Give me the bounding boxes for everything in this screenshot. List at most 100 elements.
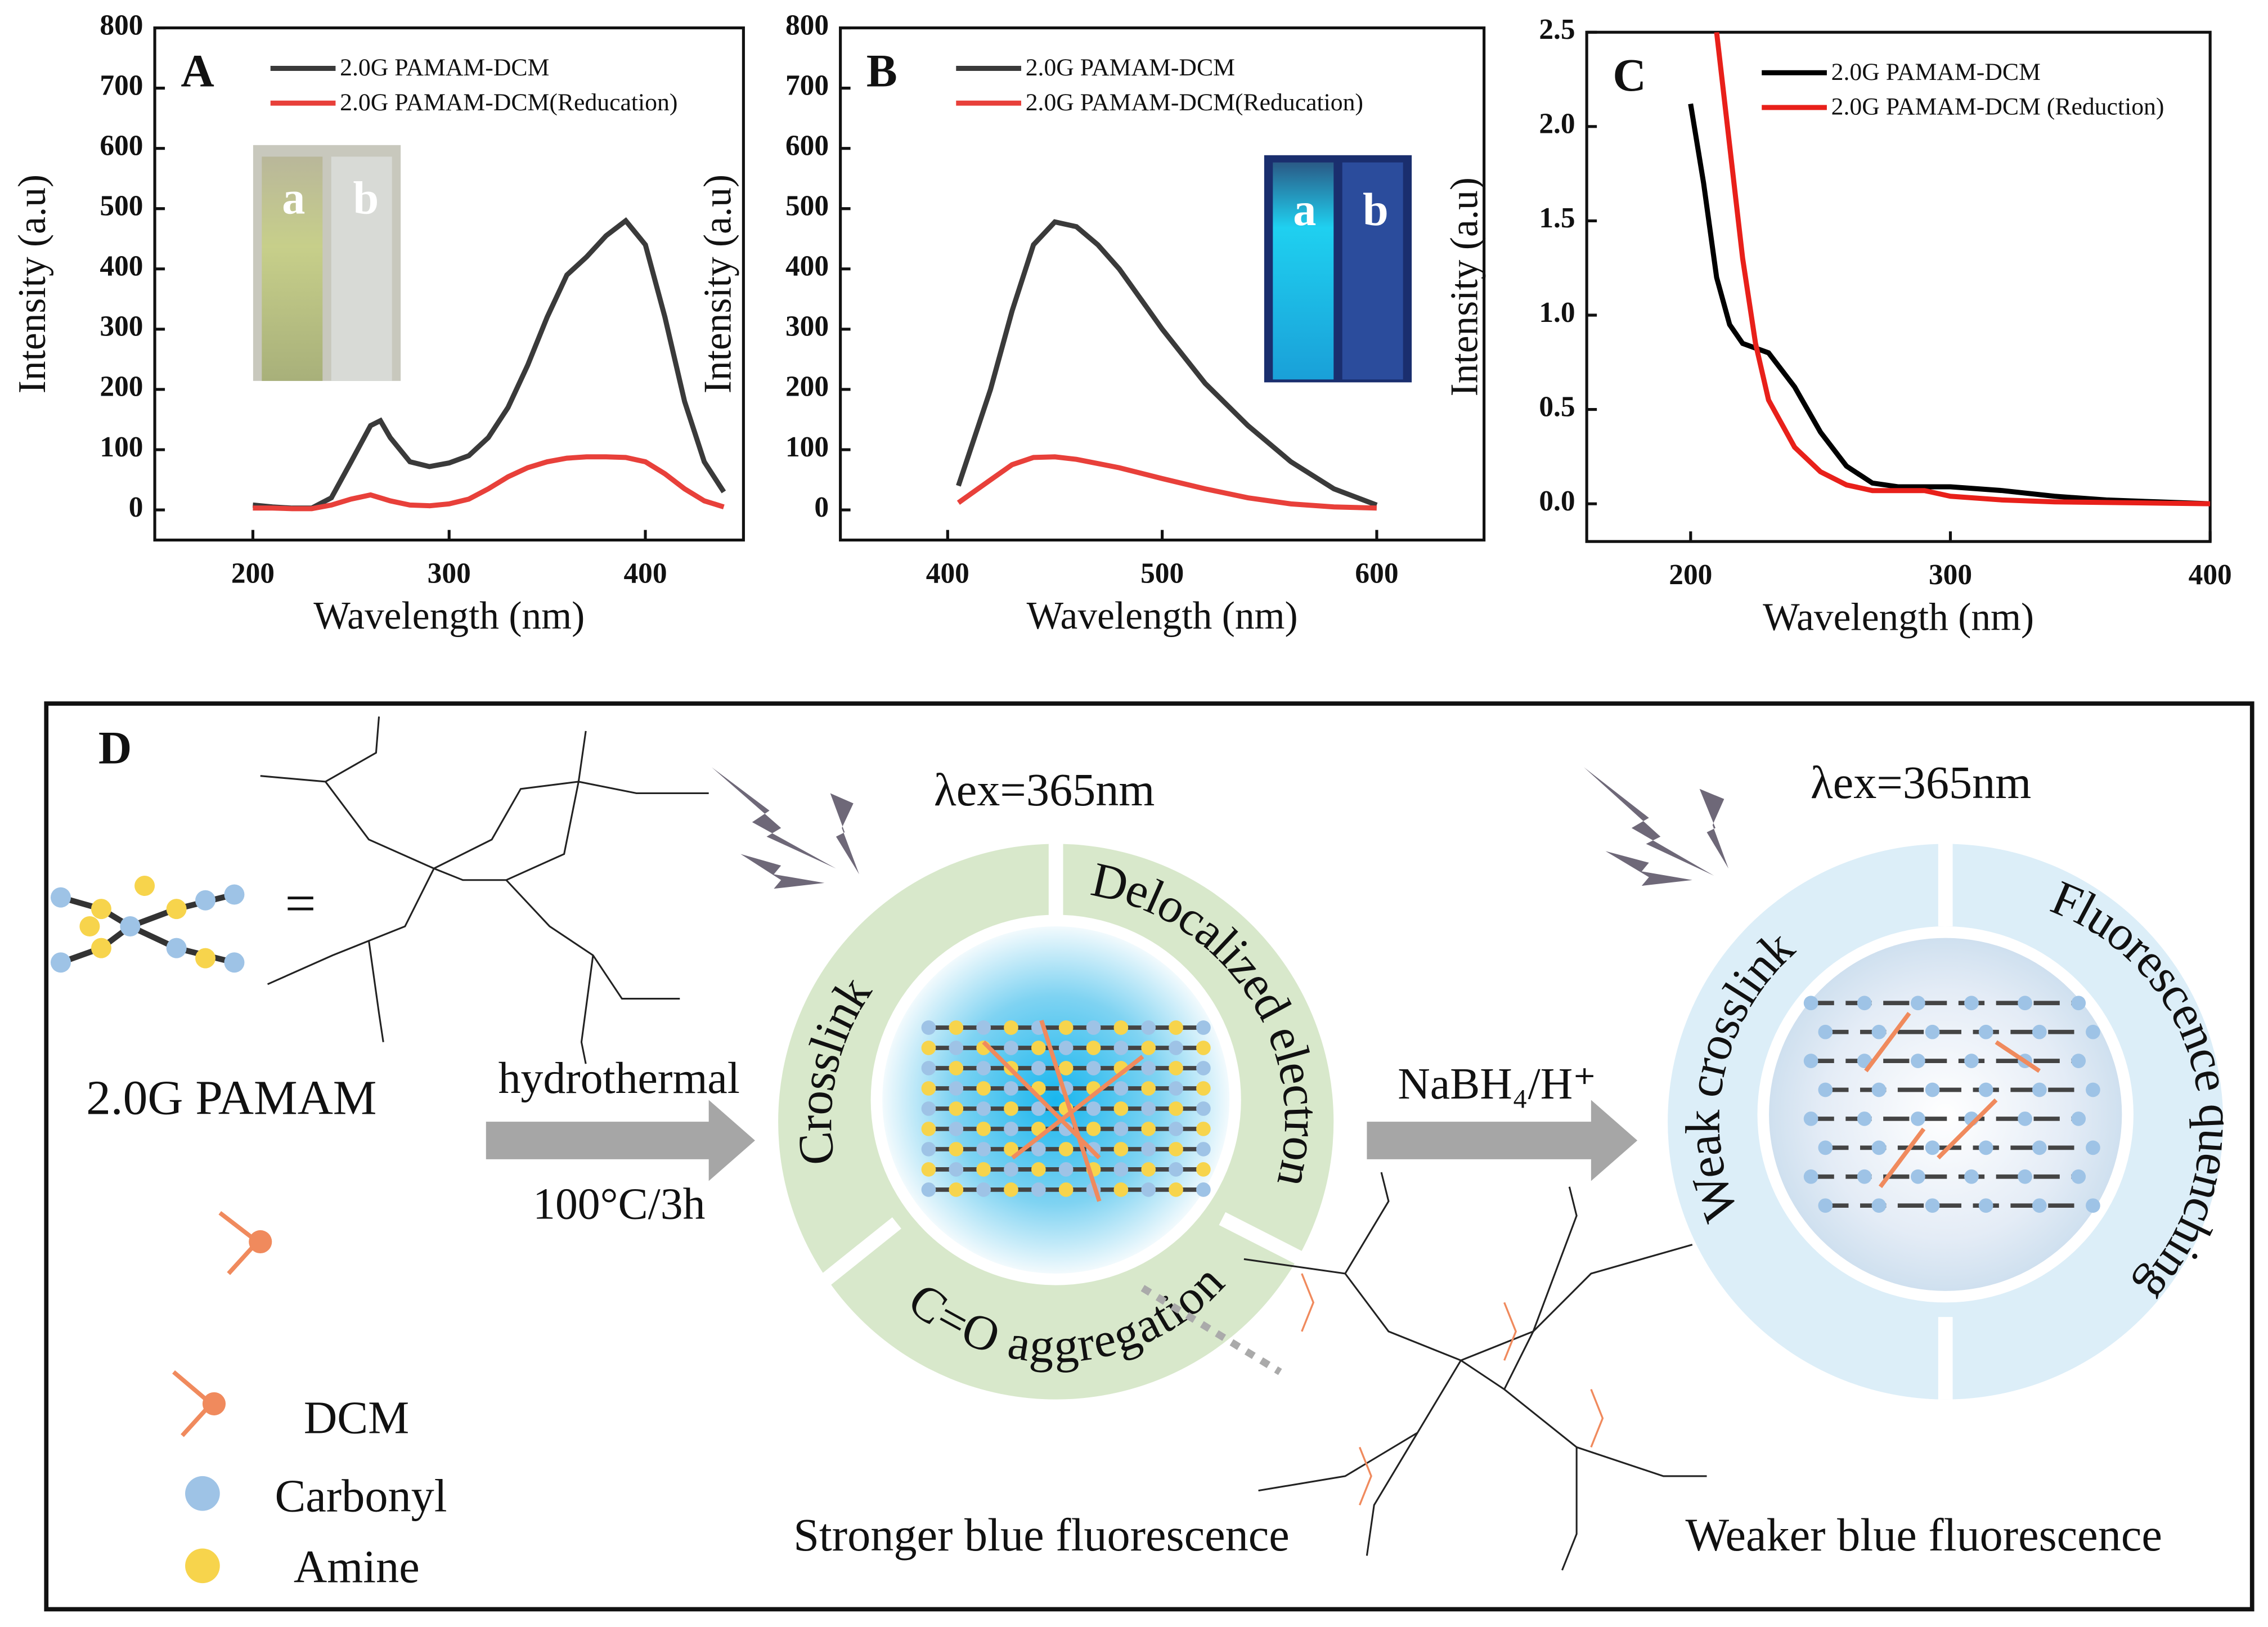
dot bbox=[1086, 1020, 1101, 1035]
particle-dots bbox=[1803, 996, 2100, 1213]
dot bbox=[1058, 1041, 1074, 1055]
dot bbox=[1058, 1142, 1074, 1157]
dot bbox=[1871, 1198, 1887, 1213]
charts: 200 300 400 0 100 200 300 400 500 600 700 800 Wavele… bbox=[11, 9, 2232, 639]
molecule bbox=[1243, 1172, 1707, 1571]
dot bbox=[50, 887, 71, 908]
y-tick-label: 300 bbox=[785, 311, 829, 343]
dot bbox=[1058, 1020, 1074, 1035]
dot bbox=[949, 1020, 964, 1035]
y-tick-label: 100 bbox=[100, 431, 143, 463]
dot bbox=[1911, 996, 1925, 1011]
dot bbox=[1031, 1041, 1046, 1055]
ring-gap bbox=[1219, 1212, 1305, 1266]
x-tick-label: 300 bbox=[428, 558, 471, 590]
result-label: Stronger blue fluorescence bbox=[793, 1509, 1290, 1561]
inset-label: b bbox=[1363, 184, 1389, 235]
dot bbox=[976, 1101, 991, 1116]
x-axis-label: Wavelength (nm) bbox=[313, 594, 585, 638]
lightning bbox=[711, 767, 836, 869]
dot bbox=[1964, 996, 1979, 1011]
dot bbox=[1911, 1111, 1925, 1126]
x-tick-label: 200 bbox=[231, 558, 275, 590]
dot bbox=[2032, 1140, 2047, 1155]
dot bbox=[1196, 1101, 1211, 1116]
x-tick-label: 200 bbox=[1669, 559, 1712, 591]
dot bbox=[1196, 1020, 1211, 1035]
dot bbox=[1857, 1169, 1872, 1184]
dot bbox=[1031, 1182, 1046, 1197]
dot bbox=[1004, 1041, 1018, 1055]
y-axis-label: Intensity (a.u) bbox=[11, 174, 54, 393]
dot bbox=[1925, 1198, 1940, 1213]
link bbox=[1995, 1040, 2041, 1073]
lightning bbox=[740, 854, 825, 889]
y-axis-label: Intensity (a.u) bbox=[697, 174, 740, 393]
y-tick-label: 1.5 bbox=[1539, 202, 1575, 234]
molecule-links bbox=[1301, 1273, 1604, 1505]
dot bbox=[1004, 1081, 1018, 1096]
dot bbox=[1031, 1061, 1046, 1075]
dot bbox=[1031, 1162, 1046, 1177]
dot bbox=[1141, 1041, 1156, 1055]
inset-label: a bbox=[282, 173, 305, 224]
dot bbox=[1004, 1182, 1018, 1197]
dot bbox=[2071, 996, 2086, 1011]
dot bbox=[166, 938, 187, 958]
dot bbox=[1169, 1162, 1183, 1177]
dot bbox=[1141, 1162, 1156, 1177]
dot bbox=[976, 1162, 991, 1177]
x-tick-label: 400 bbox=[2189, 559, 2232, 591]
arrow bbox=[486, 1100, 755, 1181]
link bbox=[1864, 1011, 1911, 1073]
dot bbox=[195, 890, 216, 911]
panel-letter: C bbox=[1613, 50, 1646, 101]
dot bbox=[1978, 1198, 1993, 1213]
dot bbox=[1818, 1198, 1833, 1213]
x-tick-label: 400 bbox=[926, 558, 969, 590]
legend-label: 2.0G PAMAM-DCM bbox=[1831, 59, 2041, 86]
dot bbox=[1141, 1142, 1156, 1157]
panel-letter: B bbox=[866, 45, 897, 96]
dot bbox=[1196, 1081, 1211, 1096]
pamam-dots bbox=[50, 876, 245, 973]
legend-label: 2.0G PAMAM-DCM bbox=[340, 54, 549, 81]
dot bbox=[2086, 1024, 2100, 1039]
dot bbox=[1196, 1041, 1211, 1055]
dot bbox=[1196, 1182, 1211, 1197]
dot bbox=[949, 1142, 964, 1157]
dot bbox=[1004, 1142, 1018, 1157]
dot bbox=[949, 1041, 964, 1055]
legend-label: Amine bbox=[294, 1541, 420, 1592]
legend-icons bbox=[172, 1211, 272, 1584]
y-tick-label: 0 bbox=[129, 491, 143, 523]
inset-label: b bbox=[353, 173, 379, 224]
y-tick-label: 200 bbox=[100, 371, 143, 403]
dot bbox=[1911, 1169, 1925, 1184]
dot bbox=[976, 1142, 991, 1157]
lightning bbox=[1605, 851, 1692, 886]
dot bbox=[1818, 1140, 1833, 1155]
y-tick-label: 0.0 bbox=[1539, 485, 1575, 517]
dot bbox=[1871, 1140, 1887, 1155]
y-tick-label: 2.5 bbox=[1539, 14, 1575, 46]
dot bbox=[921, 1142, 936, 1157]
y-axis-label: Intensity (a.u) bbox=[1443, 177, 1486, 396]
dot bbox=[1169, 1041, 1183, 1055]
dot bbox=[1141, 1182, 1156, 1197]
dot bbox=[2071, 1111, 2086, 1126]
inset-label: a bbox=[1293, 184, 1316, 235]
dot bbox=[976, 1122, 991, 1136]
dot bbox=[1925, 1082, 1940, 1097]
dot bbox=[921, 1122, 936, 1136]
link bbox=[1937, 1098, 1998, 1160]
dot bbox=[1086, 1061, 1101, 1075]
dot bbox=[120, 916, 141, 937]
y-tick-label: 400 bbox=[100, 250, 143, 283]
legend-label: 2.0G PAMAM-DCM(Reducation) bbox=[340, 89, 677, 116]
dot bbox=[2086, 1082, 2100, 1097]
x-tick-label: 300 bbox=[1929, 559, 1972, 591]
x-tick-label: 400 bbox=[623, 558, 667, 590]
step-label: NaBH₄/H⁺ bbox=[1398, 1059, 1596, 1109]
y-tick-label: 400 bbox=[785, 250, 829, 283]
